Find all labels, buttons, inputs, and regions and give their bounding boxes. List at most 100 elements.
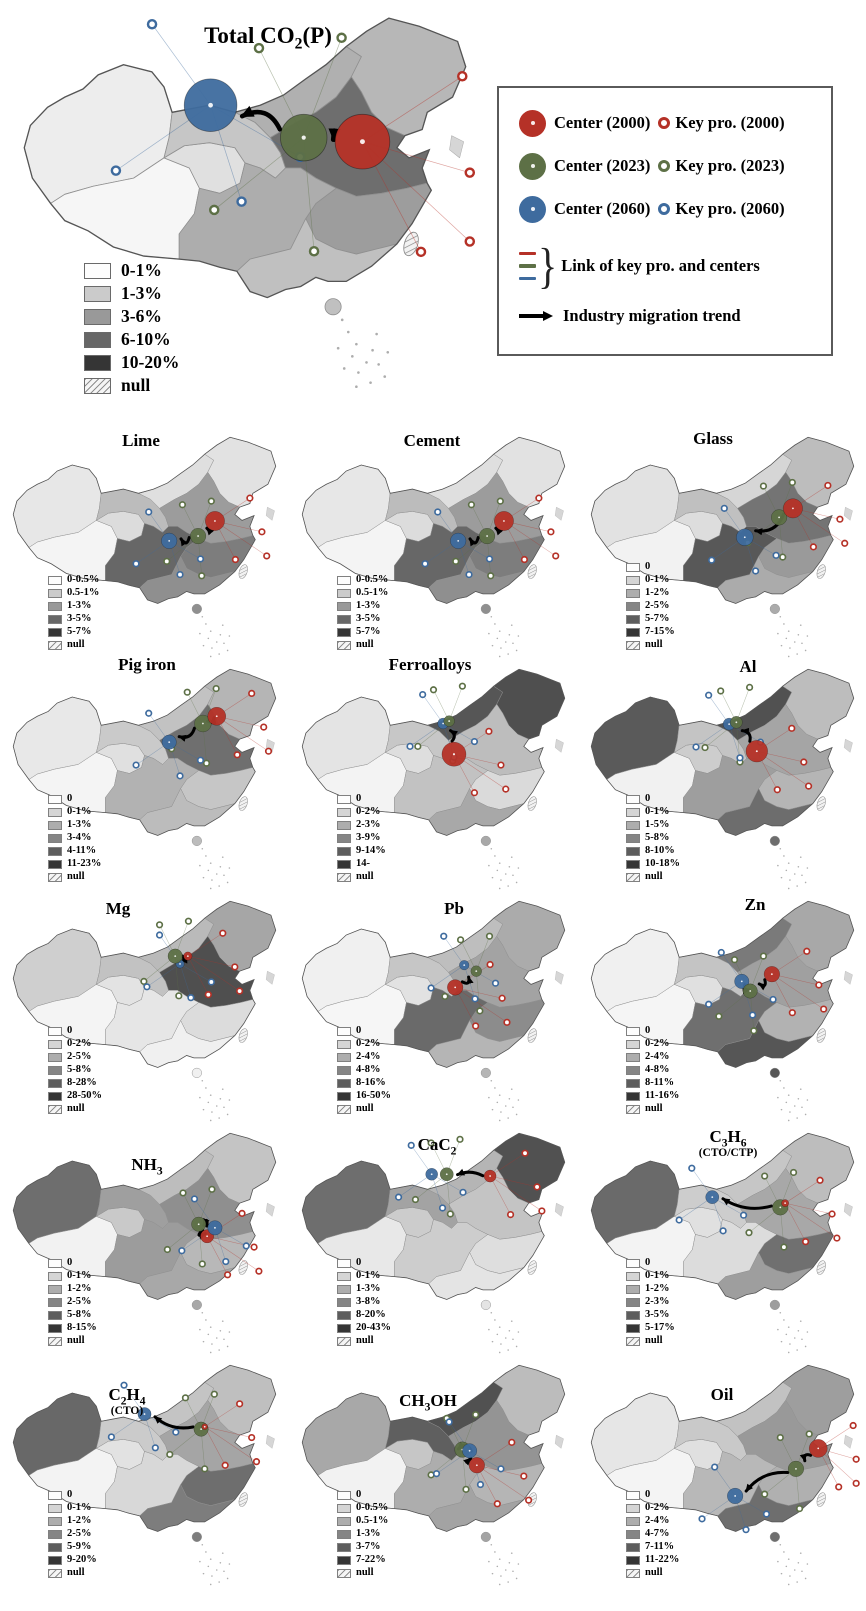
legend-label: 0 <box>645 1257 651 1269</box>
key-province-marker <box>493 1500 501 1508</box>
key-province-marker <box>472 1411 480 1419</box>
map-legend-cement: 0-0.5% 0.5-1% 1-3% 3-5% 5-7% null <box>337 575 388 651</box>
legend-row: 0 <box>48 1258 97 1269</box>
key-province-marker <box>538 1207 546 1215</box>
key-province-marker <box>242 1242 250 1250</box>
link-line <box>204 1426 226 1466</box>
center-dot <box>214 1226 216 1229</box>
legend-row: 10-20% <box>84 353 179 371</box>
legend-label: 5-17% <box>645 1322 675 1334</box>
map-title-cement: Cement <box>403 431 461 450</box>
center-dot <box>201 722 204 725</box>
legend-row: 4-8% <box>337 1065 391 1076</box>
class-swatch <box>48 576 62 585</box>
key-pro-2060-label: Key pro. (2060) <box>675 199 785 218</box>
legend-label: 8-15% <box>67 1322 97 1334</box>
migration-arrow <box>494 526 504 536</box>
link-line <box>490 1175 538 1188</box>
key-province-marker <box>208 1185 216 1193</box>
key-province-marker <box>780 1243 788 1251</box>
class-swatch <box>48 1543 62 1552</box>
legend-row: 3-6% <box>84 307 179 325</box>
center-dot <box>203 1425 206 1428</box>
center-dot <box>740 980 743 983</box>
class-swatch <box>48 834 62 843</box>
link-line <box>784 1202 838 1239</box>
legend-row: 1-3% <box>48 820 101 831</box>
legend-label: 11-22% <box>645 1554 680 1566</box>
key-province-marker <box>427 1139 435 1147</box>
migration-arrow <box>740 727 752 743</box>
legend-row: 7-15% <box>626 627 675 638</box>
center-2000-icon <box>519 109 546 137</box>
class-swatch <box>626 834 640 843</box>
map-tile-nh3: NH3 0 0-1% 1-2% 2-5% 5-8% 8-15% null <box>0 1104 289 1336</box>
class-swatch <box>626 1027 640 1036</box>
class-swatch <box>337 1324 351 1333</box>
class-swatch <box>337 795 351 804</box>
legend-row: 7-11% <box>626 1542 679 1553</box>
centers-layer <box>191 1216 223 1244</box>
key-province-marker <box>708 556 716 564</box>
legend-label: null <box>356 871 374 883</box>
map-tile-ferro: Ferroalloys 0 0-2% 2-3% 3-9% 9-14% 14- null <box>289 640 578 872</box>
key-province-marker <box>132 761 140 769</box>
china-map-mg <box>0 900 289 1129</box>
key-province-marker <box>178 501 187 509</box>
key-province-marker <box>201 1465 209 1473</box>
arrow-shaft <box>519 314 543 318</box>
legend-row: 6-10% <box>84 330 179 348</box>
china-map-total <box>2 16 476 401</box>
link-line <box>430 964 465 989</box>
class-swatch <box>626 1311 640 1320</box>
legend-row: 3-5% <box>337 614 388 625</box>
link-line <box>443 936 465 966</box>
map-legend-mg: 0 0-2% 2-5% 5-8% 8-28% 28-50% null <box>48 1026 102 1115</box>
china-map-nh3 <box>0 1132 289 1361</box>
center-dot <box>817 1447 820 1450</box>
key-province-marker <box>833 1234 841 1242</box>
null-swatch <box>626 641 640 650</box>
key-province-marker <box>525 1496 533 1504</box>
key-province-marker <box>166 1450 174 1459</box>
key-province-marker <box>506 1210 515 1219</box>
link-line <box>784 1203 806 1242</box>
link-lines-layer <box>398 1139 543 1215</box>
key-province-marker <box>752 567 760 575</box>
key-province-marker <box>800 758 808 766</box>
class-swatch <box>48 1491 62 1500</box>
key-province-marker <box>183 688 191 696</box>
key-province-marker <box>805 1430 813 1438</box>
legend-label: null <box>645 1103 663 1115</box>
legend-row: 1-2% <box>48 1284 97 1295</box>
legend-row: 0 <box>48 1490 97 1501</box>
key-province-marker <box>552 552 560 560</box>
legend-row: 2-5% <box>48 1052 102 1063</box>
key-province-marker <box>202 759 211 767</box>
legend-label: 5-8% <box>645 832 670 844</box>
class-swatch <box>48 821 62 830</box>
legend-label: null <box>645 871 663 883</box>
legend-label: null <box>356 1103 374 1115</box>
key-province-marker <box>176 570 184 579</box>
link-line <box>489 1175 543 1212</box>
key-province-marker <box>497 1465 505 1473</box>
key-province-marker <box>432 1470 441 1478</box>
legend-row: null <box>337 1104 391 1115</box>
map-legend-box: Center (2000) Key pro. (2000) Center (20… <box>497 86 833 356</box>
key-province-marker <box>739 1211 748 1219</box>
legend-row: 16-50% <box>337 1091 391 1102</box>
legend-label: 0 <box>67 793 73 805</box>
class-swatch <box>337 1543 351 1552</box>
key-province-marker <box>485 555 494 563</box>
legend-row: 1-3% <box>84 284 179 302</box>
legend-row: 0-1% <box>48 1503 97 1514</box>
center-dot <box>186 955 189 958</box>
legend-label: 9-14% <box>356 845 386 857</box>
key-province-marker <box>773 786 781 794</box>
legend-label: 0-2% <box>645 1038 670 1050</box>
map-legend-oil: 0 0-2% 2-4% 4-7% 7-11% 11-22% null <box>626 1490 679 1579</box>
center-dot <box>475 1464 478 1467</box>
key-province-marker <box>415 246 427 258</box>
legend-row: null <box>337 640 388 651</box>
